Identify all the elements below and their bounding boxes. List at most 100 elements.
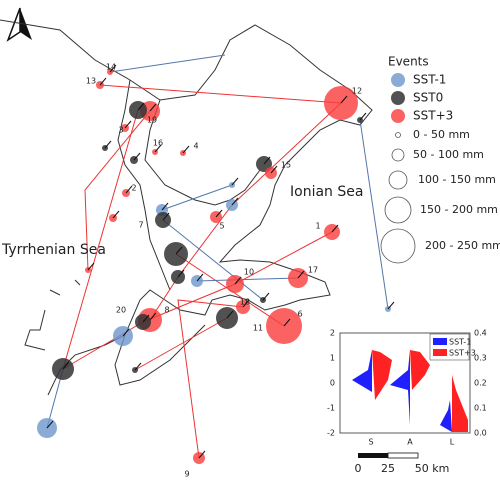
wind-arrow xyxy=(161,202,169,211)
inset-category: A xyxy=(407,438,413,447)
inset-right-tick: 0.3 xyxy=(474,354,487,363)
inset-right-tick: 0.2 xyxy=(474,379,487,388)
size-label: 50 - 100 mm xyxy=(413,148,484,161)
legend-label: SST-1 xyxy=(413,73,446,87)
wind-arrow xyxy=(226,310,234,319)
wind-arrow xyxy=(87,262,95,271)
site-label: 12 xyxy=(352,87,362,96)
site-label: 14 xyxy=(106,63,116,72)
inset-left-tick: -2 xyxy=(327,429,335,438)
inset-chart: SST-1 SST+3 xyxy=(339,332,476,434)
size-label: 200 - 250 mm xyxy=(425,239,500,252)
wind-arrow xyxy=(149,103,157,112)
site-label: 6 xyxy=(297,310,302,319)
wind-arrow xyxy=(283,318,291,327)
violin xyxy=(452,375,468,432)
wind-arrow xyxy=(231,197,239,206)
inset-left-tick: 2 xyxy=(330,329,335,338)
wind-arrow xyxy=(137,102,145,111)
violin xyxy=(352,350,372,400)
wind-arrow xyxy=(122,328,130,337)
violin xyxy=(410,350,430,390)
site-label: 19 xyxy=(147,116,157,125)
wind-arrow xyxy=(270,165,278,174)
wind-arrow xyxy=(149,312,157,321)
violin xyxy=(372,350,392,400)
inset-category: S xyxy=(368,438,373,447)
north-arrow xyxy=(6,7,21,42)
wind-arrow xyxy=(359,112,367,121)
wind-arrow xyxy=(99,77,107,86)
site-label: 8 xyxy=(164,306,169,315)
size-legend xyxy=(380,132,416,264)
site-label: 15 xyxy=(281,161,291,170)
sea-label: Ionian Sea xyxy=(290,184,363,200)
site-label: 20 xyxy=(116,306,126,315)
site-label: 9 xyxy=(184,470,189,479)
wind-arrow xyxy=(297,270,305,279)
wind-arrow xyxy=(331,224,339,233)
scale-label: 0 xyxy=(355,462,362,475)
wind-arrow xyxy=(387,301,395,310)
site-label: 2 xyxy=(131,184,136,193)
wind-arrow xyxy=(154,144,162,153)
sea-label: Tyrrhenian Sea xyxy=(1,242,106,258)
wind-arrow xyxy=(182,145,190,154)
scale-bar xyxy=(387,452,419,459)
wind-arrow xyxy=(177,269,185,278)
size-label: 150 - 200 mm xyxy=(420,203,498,216)
inset-left-tick: -1 xyxy=(327,404,335,413)
scale-label: 50 km xyxy=(415,462,450,475)
size-label: 0 - 50 mm xyxy=(413,128,470,141)
site-label: 7 xyxy=(138,221,143,230)
inset-category: L xyxy=(450,438,455,447)
wind-arrow xyxy=(234,276,242,285)
wind-arrow xyxy=(196,273,204,282)
wind-arrow xyxy=(109,64,117,73)
scale-bar xyxy=(358,453,388,458)
inset-right-tick: 0.4 xyxy=(474,329,487,338)
legend-swatch xyxy=(391,109,405,123)
wind-arrow xyxy=(162,212,170,221)
event-tracks xyxy=(46,54,389,459)
legend-swatch xyxy=(391,91,405,105)
inset-left-tick: 1 xyxy=(330,354,335,363)
wind-arrow xyxy=(231,177,239,186)
wind-arrow xyxy=(198,450,206,459)
site-label: 13 xyxy=(86,77,96,86)
wind-arrow xyxy=(112,210,120,219)
inset-legend-swatch xyxy=(433,349,447,356)
wind-arrow xyxy=(263,156,271,165)
violin xyxy=(390,350,410,425)
wind-arrow xyxy=(175,246,183,255)
wind-arrow xyxy=(125,185,133,194)
site-label: 10 xyxy=(244,268,254,277)
violin xyxy=(440,400,452,432)
site-label: 11 xyxy=(253,324,263,333)
wind-arrow xyxy=(134,362,142,371)
wind-arrow xyxy=(262,292,270,301)
site-label: 4 xyxy=(193,142,198,151)
wind-arrow xyxy=(133,152,141,161)
wind-arrow xyxy=(242,299,250,308)
inset-legend-label: SST-1 xyxy=(449,338,471,347)
wind-arrow xyxy=(340,95,348,104)
legend-title: Events xyxy=(388,55,429,69)
wind-arrow xyxy=(46,420,54,429)
wind-arrow xyxy=(62,361,70,370)
site-label: 5 xyxy=(219,222,224,231)
site-label: 3 xyxy=(118,126,123,135)
legend-swatch xyxy=(391,73,405,87)
inset-right-tick: 0.1 xyxy=(474,404,487,413)
site-label: 18 xyxy=(240,298,250,307)
wind-arrow xyxy=(104,140,112,149)
inset-legend-label: SST+3 xyxy=(449,349,476,358)
wind-arrow xyxy=(215,209,223,218)
wind-arrow xyxy=(124,120,132,129)
size-label: 100 - 150 mm xyxy=(418,173,496,186)
site-label: 1 xyxy=(315,222,320,231)
inset-right-tick: 0.0 xyxy=(474,429,487,438)
site-label: 17 xyxy=(308,266,318,275)
inset-left-tick: 0 xyxy=(330,379,335,388)
